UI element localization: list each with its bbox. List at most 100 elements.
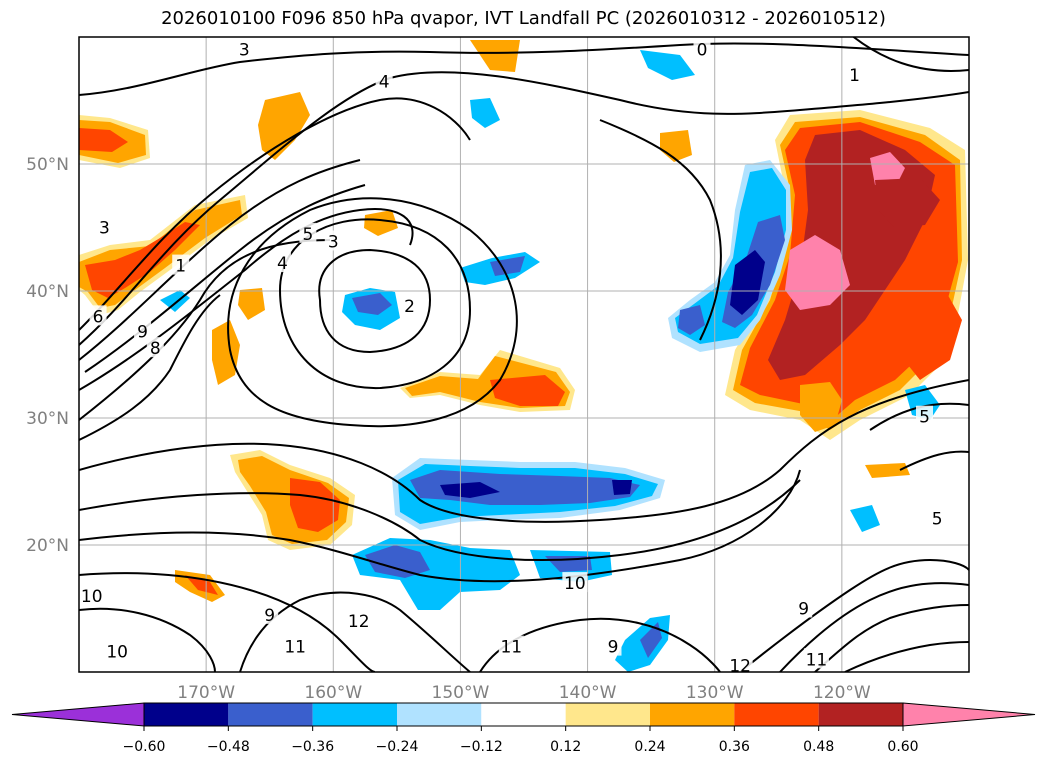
- contour-label: 1: [175, 257, 186, 277]
- contour-label-bg: [803, 648, 829, 669]
- x-tick-label: 150°W: [432, 683, 490, 703]
- contour-label-bg: [282, 635, 308, 656]
- y-tick-label: 20°N: [26, 536, 69, 556]
- contour-label: 6: [93, 307, 104, 327]
- colorbar-segment: [565, 703, 650, 726]
- colorbar-tick-label: 0.36: [719, 739, 750, 755]
- shade-mid3-orange: [238, 288, 265, 320]
- colorbar-tick-label: 0.12: [550, 739, 581, 755]
- shade-pnw-orange-e: [900, 290, 962, 380]
- contour-label: 9: [608, 638, 619, 658]
- shade-se-cyan: [850, 505, 880, 532]
- colorbar-segment: [734, 703, 819, 726]
- contour-line: [79, 572, 376, 672]
- shade-south-royal: [640, 622, 662, 658]
- contour-line: [79, 97, 471, 331]
- colorbar-tick-label: 0.60: [887, 739, 918, 755]
- contour-label-bg: [375, 70, 393, 91]
- contour-line: [227, 197, 518, 428]
- shade-gulf-orange: [660, 130, 692, 162]
- contour-line: [318, 248, 432, 354]
- x-tick-label: 120°W: [813, 683, 871, 703]
- contour-label: 0: [697, 41, 708, 61]
- colorbar-frame: [143, 702, 904, 727]
- shade-ak3-orange: [470, 40, 520, 72]
- y-tick-label: 30°N: [26, 409, 69, 429]
- contour-label: 10: [564, 574, 586, 594]
- shade-mid-red: [490, 375, 565, 406]
- contour-label: 5: [919, 408, 930, 428]
- contour-line: [278, 218, 472, 390]
- contour-label: 2: [404, 297, 415, 317]
- contour-label-bg: [95, 216, 113, 237]
- shade-cp-red: [290, 478, 340, 532]
- x-tick-label: 140°W: [559, 683, 617, 703]
- colorbar-extend-max: [902, 702, 1036, 727]
- contour-label: 10: [106, 643, 128, 663]
- contour-label: 4: [277, 254, 288, 274]
- contour-label-bg: [604, 635, 622, 656]
- contour-label-bg: [928, 507, 946, 528]
- colorbar-segment: [818, 703, 903, 726]
- contour-label-bg: [235, 38, 253, 59]
- contour-label: 9: [264, 606, 275, 626]
- contour-label: 11: [806, 650, 828, 670]
- shade-w-pac-red: [185, 575, 218, 595]
- shade-hawaii-royal: [365, 545, 430, 578]
- contour-label-bg: [846, 64, 864, 85]
- map-frame: [78, 36, 970, 673]
- contour-label-bg: [401, 295, 419, 316]
- contour-label-bg: [693, 38, 711, 59]
- y-tick-label: 50°N: [26, 155, 69, 175]
- colorbar-segment: [312, 703, 397, 726]
- shade-sw-cyan: [160, 290, 190, 312]
- contour-label-bg: [727, 654, 753, 675]
- shade-ak-orange: [258, 92, 310, 160]
- contour-label: 1: [849, 66, 860, 86]
- contour-line: [844, 641, 969, 672]
- shade-mid2-orange: [212, 320, 240, 385]
- shade-ne-pac-navy: [730, 250, 765, 315]
- y-tick-label: 40°N: [26, 282, 69, 302]
- contour-line: [79, 71, 969, 346]
- colorbar-segment: [228, 703, 313, 726]
- shade-pnw-pink-2: [870, 152, 905, 188]
- contour-label-bg: [324, 230, 342, 251]
- contour-label: 12: [348, 612, 370, 632]
- lat-lon-grid: [79, 37, 969, 672]
- contour-line: [79, 294, 221, 441]
- shade-w-red: [79, 128, 128, 152]
- contour-label-bg: [562, 572, 588, 593]
- colorbar-tick-label: 0.24: [634, 739, 665, 755]
- contour-label-bg: [172, 254, 190, 275]
- contour-line: [79, 479, 801, 561]
- colorbar-tick-label: 0.48: [803, 739, 834, 755]
- contour-label: 9: [798, 600, 809, 620]
- contour-label-bg: [104, 640, 130, 661]
- shade-ne-pac-royal-2: [678, 305, 705, 335]
- colorbar-tick-label: −0.48: [207, 739, 250, 755]
- qvapor-shading: [79, 40, 968, 672]
- contour-line: [779, 582, 969, 672]
- contour-label-bg: [346, 610, 372, 631]
- contour-line: [814, 604, 969, 672]
- contour-label-bg: [498, 635, 524, 656]
- contour-line: [239, 591, 471, 672]
- contour-line: [79, 42, 969, 96]
- contour-label: 3: [328, 232, 339, 252]
- shade-subtrop-navy-2: [612, 480, 632, 495]
- contour-label: 5: [932, 509, 943, 529]
- contour-label: 10: [81, 587, 103, 607]
- contour-label-bg: [916, 405, 933, 426]
- contour-label: 11: [284, 638, 306, 658]
- contour-label-bg: [795, 597, 813, 618]
- shade-subtrop-navy: [440, 482, 500, 498]
- x-axis-ticks: 170°W 160°W 150°W 140°W 130°W 120°W: [177, 683, 871, 703]
- ivt-contours: [79, 37, 969, 672]
- contour-label: 4: [379, 72, 390, 92]
- contour-label: 8: [150, 339, 161, 359]
- contour-line: [79, 379, 969, 523]
- shade-ak-coast: [640, 50, 695, 80]
- colorbar-segment: [481, 703, 566, 726]
